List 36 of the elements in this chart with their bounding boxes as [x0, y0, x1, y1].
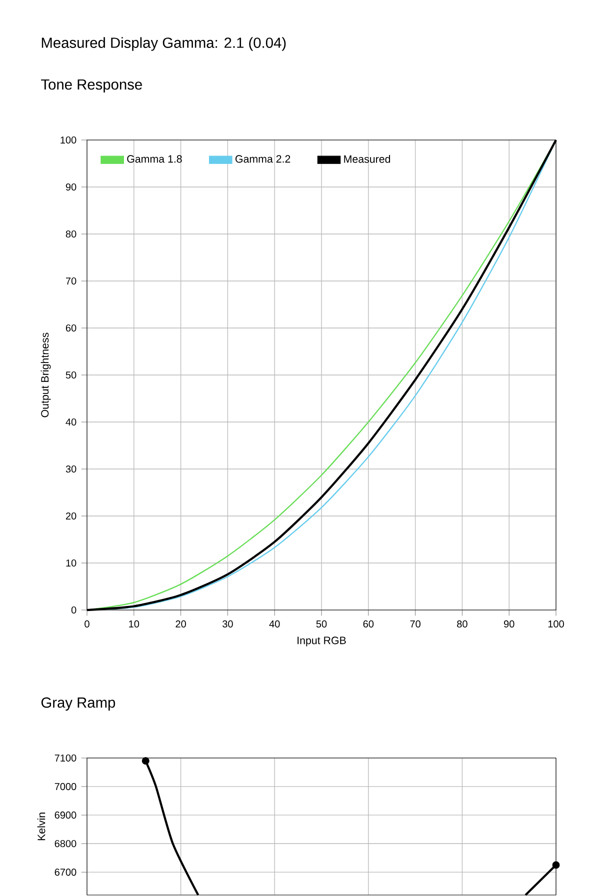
y-tick-label: 40: [66, 418, 76, 426]
legend-label: Gamma 1.8: [127, 155, 182, 163]
x-axis-title: Input RGB: [298, 636, 346, 646]
y-tick-label: 6900: [54, 812, 76, 819]
y-tick-label: 70: [66, 277, 76, 285]
x-tick-label: 30: [222, 620, 233, 628]
x-tick-label: 40: [269, 620, 280, 628]
x-tick-label: 60: [363, 620, 374, 628]
y-tick-label: 100: [60, 136, 76, 144]
y-tick-label: 6800: [54, 840, 76, 848]
x-tick-label: 20: [176, 620, 186, 628]
x-tick-label: 50: [316, 620, 327, 628]
y-axis-title: Output Brightness: [40, 332, 51, 418]
x-tick-label: 70: [410, 620, 420, 628]
chart-title: Gray Ramp: [41, 697, 116, 711]
x-tick-label: 10: [129, 620, 140, 628]
y-tick-label: 30: [66, 465, 76, 473]
legend-label: Measured: [344, 155, 390, 163]
y-tick-label: 6700: [54, 868, 76, 876]
x-tick-label: 0: [84, 620, 90, 628]
chart-title: Measured Display Gamma: 2.1 (0.04): [42, 37, 286, 51]
x-tick-label: 80: [457, 620, 468, 628]
x-tick-label: 100: [548, 620, 564, 628]
y-axis-title: Kelvin: [37, 812, 46, 840]
y-tick-label: 7000: [54, 783, 76, 790]
y-tick-label: 50: [66, 371, 76, 379]
y-tick-label: 90: [66, 183, 76, 191]
y-tick-label: 20: [66, 512, 76, 520]
y-tick-label: 0: [71, 606, 76, 614]
legend-label: Gamma 2.2: [236, 155, 290, 163]
chart-subtitle: Tone Response: [41, 79, 142, 93]
y-tick-label: 7100: [54, 754, 76, 762]
x-tick-label: 90: [504, 620, 514, 628]
y-tick-label: 10: [66, 559, 76, 567]
y-tick-label: 60: [66, 324, 76, 332]
y-tick-label: 80: [66, 230, 76, 238]
